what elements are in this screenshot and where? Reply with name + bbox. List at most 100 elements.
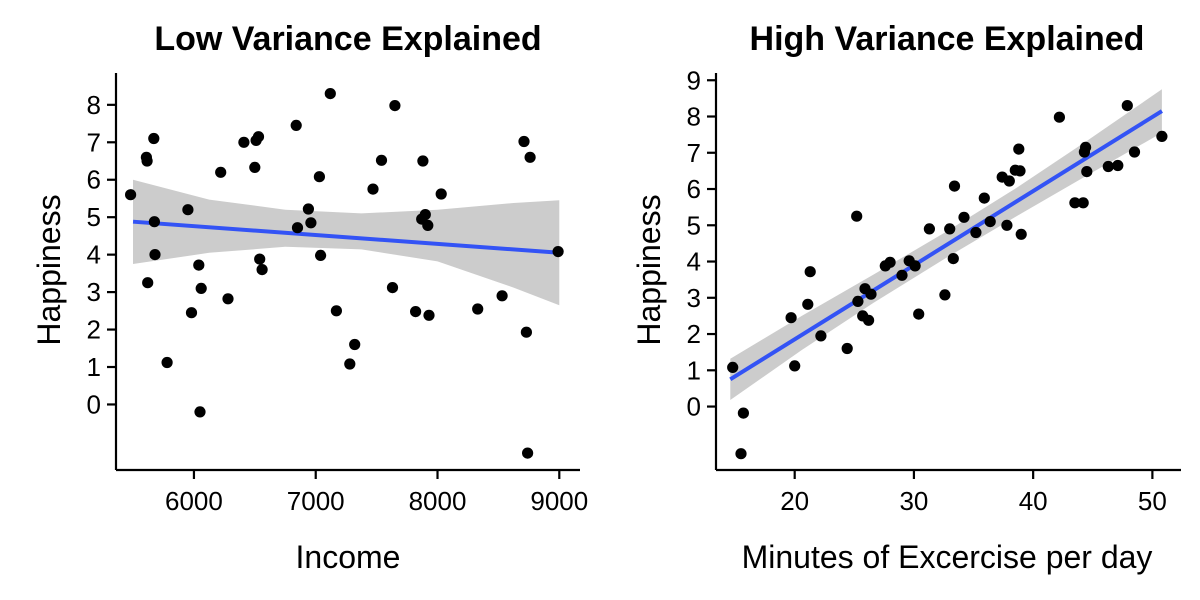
high-variance-data-point [737,407,750,419]
low-variance-data-point [315,249,327,261]
low-variance-data-point [215,166,227,178]
low-variance-data-point [256,264,268,276]
high-variance-data-point [1080,141,1092,153]
low-variance-data-point [349,338,361,351]
high-variance-data-point [789,360,801,372]
low-variance-data-point [141,155,153,167]
high-variance-x-tick-label: 40 [1019,486,1048,516]
high-variance-data-point [958,211,970,223]
high-variance-data-point [802,298,814,310]
high-variance-data-point [841,342,853,355]
high-variance-y-axis-title: Happiness [631,194,667,345]
low-variance-y-tick-label: 7 [87,127,101,157]
high-variance-x-tick-label: 30 [899,486,928,516]
low-variance-data-point [522,447,534,459]
low-variance-data-point [291,222,304,234]
high-variance-data-point [1069,197,1081,209]
high-variance-y-tick-label: 7 [687,138,701,168]
high-variance-data-point [944,223,956,235]
low-variance-data-point [410,306,422,318]
low-variance-title: Low Variance Explained [154,20,541,58]
high-variance-data-point [852,295,864,307]
low-variance-y-tick-label: 5 [87,202,101,232]
low-variance-data-point [367,183,379,195]
high-variance-data-point [815,330,827,342]
low-variance-data-point [330,305,342,317]
high-variance-data-point [1003,175,1015,187]
high-variance-x-tick-label: 20 [780,486,809,516]
low-variance-data-point [125,189,137,201]
low-variance-confidence-band [133,179,560,306]
low-variance-data-point [419,209,431,221]
low-variance-data-point [518,135,530,148]
low-variance-data-point [386,282,399,294]
high-variance-y-tick-label: 2 [687,319,701,349]
low-variance-data-point [422,219,434,231]
low-variance-y-tick-label: 6 [87,165,101,195]
high-variance-y-tick-label: 6 [687,174,701,204]
low-variance-regression-line [132,219,560,255]
low-variance-data-point [389,100,401,112]
high-variance-y-tick-label: 1 [687,355,701,385]
low-variance-data-point [185,307,198,319]
high-variance-data-point [804,266,816,278]
low-variance-data-point [148,216,160,228]
low-variance-x-tick-label: 6000 [165,486,223,516]
high-variance-data-point [1015,228,1027,240]
low-variance-data-point [305,217,317,229]
low-variance-data-point [193,259,205,271]
high-variance-data-point [727,361,739,373]
low-variance-data-point [313,171,325,183]
low-variance-data-point [417,155,429,167]
low-variance-y-tick-label: 0 [87,389,101,419]
high-variance-data-point [909,260,921,272]
low-variance-data-point [520,326,533,338]
high-variance-data-point [896,269,908,281]
high-variance-data-point [865,288,877,300]
low-variance-data-point [324,88,336,100]
high-variance-data-point [923,223,936,235]
high-variance-data-point [948,180,961,192]
high-variance-data-point [1053,111,1065,123]
low-variance-data-point [524,151,536,163]
low-variance-y-tick-label: 4 [87,240,101,270]
high-variance-data-point [1014,165,1026,177]
low-variance-x-tick-label: 9000 [530,486,588,516]
low-variance-data-point [161,356,173,369]
low-variance-data-point [496,290,508,302]
high-variance-data-point [884,256,896,268]
high-variance-data-point [1121,100,1133,112]
high-variance-data-point [1156,130,1168,142]
low-variance-x-tick-label: 8000 [409,486,467,516]
low-variance-data-point [472,303,484,315]
high-variance-data-point [1112,159,1124,172]
low-variance-y-tick-label: 1 [87,352,101,382]
low-variance-data-point [375,154,388,166]
high-variance-data-point [970,226,982,239]
low-variance-panel: Low Variance Explained Income Happiness … [31,20,588,575]
high-variance-y-tick-label: 5 [687,210,701,240]
high-variance-data-point [1013,143,1025,155]
low-variance-data-point [148,132,160,145]
high-variance-x-axis-title: Minutes of Excercise per day [742,539,1153,575]
low-variance-data-point [222,293,234,305]
high-variance-data-point [1102,160,1114,173]
high-variance-data-point [1077,197,1089,209]
high-variance-data-point [1081,166,1093,178]
low-variance-data-point [302,203,314,215]
high-variance-y-tick-label: 0 [687,392,701,422]
high-variance-data-point [1001,219,1013,231]
low-variance-data-point [290,119,302,131]
high-variance-data-point [978,192,990,204]
low-variance-y-tick-label: 8 [87,90,101,120]
low-variance-data-point [249,161,261,173]
low-variance-y-tick-label: 2 [87,315,101,345]
low-variance-data-point [254,253,266,265]
high-variance-y-tick-label: 9 [687,65,701,95]
low-variance-data-point [142,277,154,289]
low-variance-y-tick-label: 3 [87,277,101,307]
high-variance-data-point [1128,146,1141,158]
high-variance-data-point [947,253,959,265]
low-variance-data-point [435,188,447,200]
high-variance-y-tick-label: 4 [687,247,701,277]
